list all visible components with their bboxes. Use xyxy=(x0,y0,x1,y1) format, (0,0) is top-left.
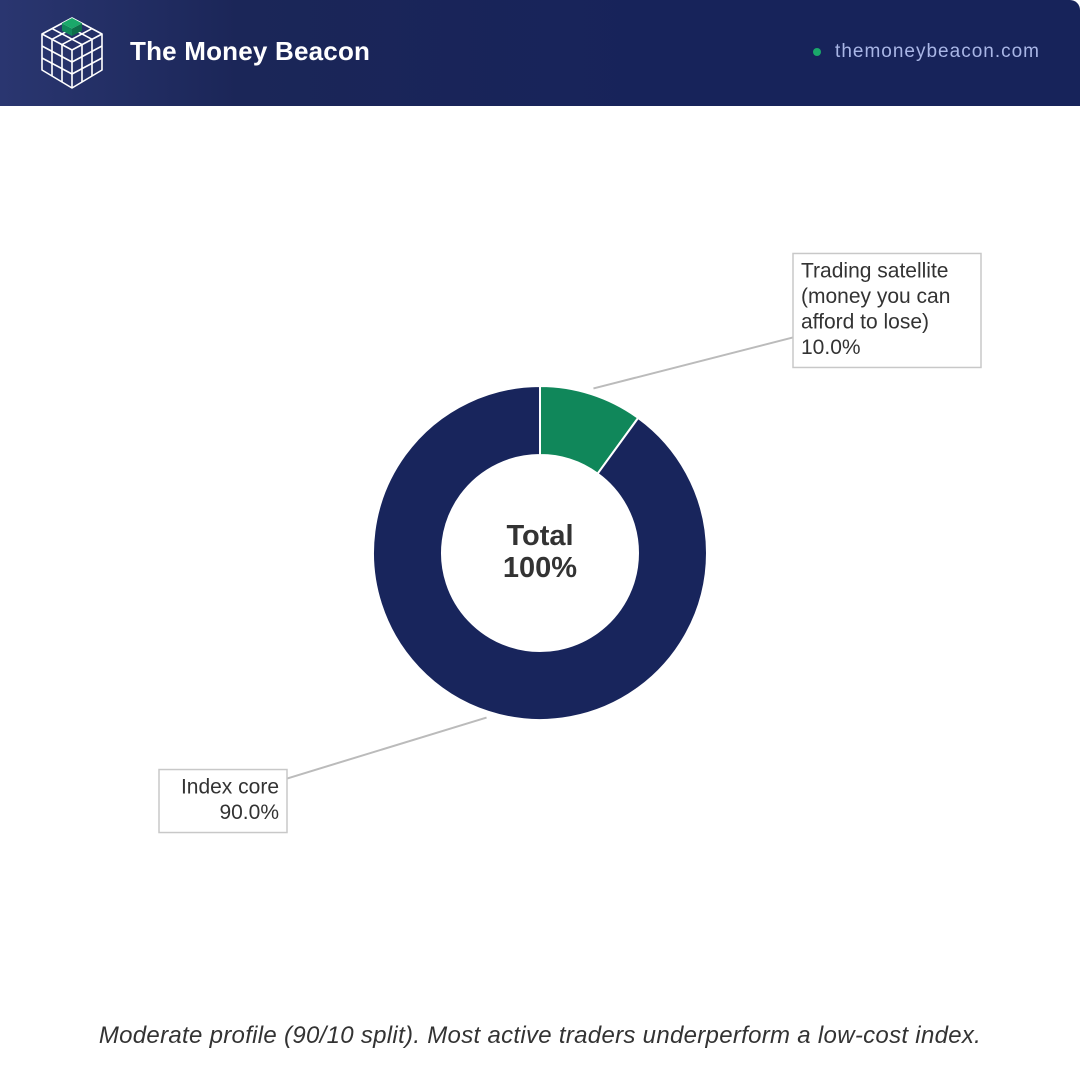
leader-line-0 xyxy=(593,336,794,390)
center-label-line: 100% xyxy=(503,552,577,584)
chart-caption: Moderate profile (90/10 split). Most act… xyxy=(98,1022,982,1049)
donut-slice-1 xyxy=(372,384,708,721)
status-dot-icon xyxy=(813,48,822,56)
label-box-1 xyxy=(158,768,288,834)
slice-label: (money you can xyxy=(801,285,950,308)
slice-value-label: 10.0% xyxy=(801,336,861,359)
site-url: themoneybeacon.com xyxy=(835,41,1040,62)
label-box-0 xyxy=(792,252,982,369)
slice-value-label: 90.0% xyxy=(219,801,279,824)
site-link[interactable]: themoneybeacon.com xyxy=(813,39,1040,65)
slice-label: Index core xyxy=(181,776,279,799)
cube-grid-icon xyxy=(41,17,103,89)
slice-label: afford to lose) xyxy=(801,310,929,333)
leader-line-1 xyxy=(286,716,487,780)
header-bar: The Money Beacon themoneybeacon.com xyxy=(0,0,1080,106)
slice-label: Trading satellite xyxy=(801,259,948,282)
brand-title: The Money Beacon xyxy=(130,36,371,66)
center-label-line: Total xyxy=(506,520,573,552)
